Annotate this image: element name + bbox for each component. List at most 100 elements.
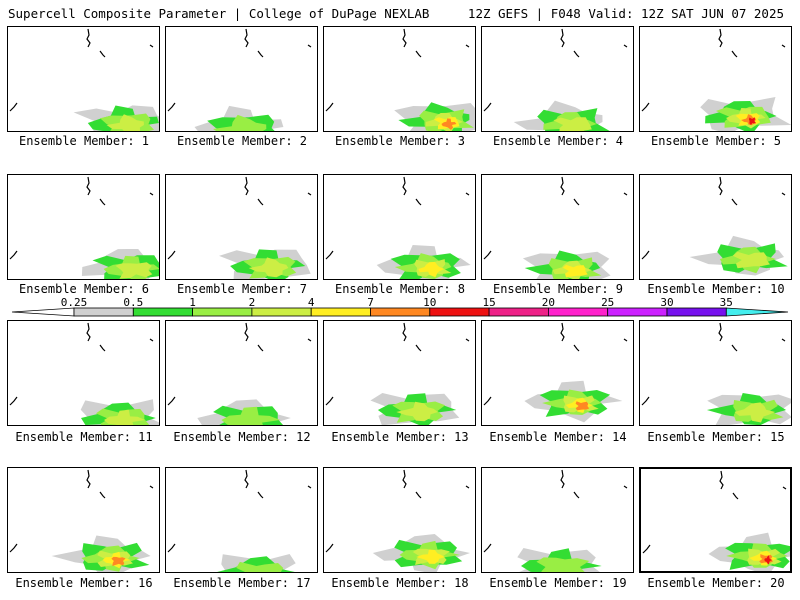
ensemble-caption-12: Ensemble Member: 12 — [173, 430, 311, 444]
coastline — [167, 28, 312, 112]
colorbar-label-11: 35 — [719, 296, 733, 309]
map-20 — [642, 470, 790, 571]
colorbar-segment-6 — [429, 307, 490, 317]
colorbar-label-4: 4 — [307, 296, 315, 309]
colorbar-segment-0 — [73, 307, 134, 317]
coastline — [9, 469, 154, 553]
contour-level-5 — [575, 401, 590, 411]
ensemble-caption-7: Ensemble Member: 7 — [176, 282, 308, 296]
ensemble-panel-5[interactable] — [639, 26, 792, 132]
contour-level-6 — [764, 555, 773, 565]
ensemble-panel-7[interactable] — [165, 174, 318, 280]
map-10 — [641, 176, 788, 276]
ensemble-caption-1: Ensemble Member: 1 — [18, 134, 150, 148]
contour-level-2 — [236, 561, 284, 572]
ensemble-panel-1[interactable] — [7, 26, 160, 132]
colorbar-label-1: 0.5 — [123, 296, 144, 309]
coastline — [167, 176, 312, 260]
coastline — [167, 322, 312, 406]
ensemble-panel-11[interactable] — [7, 320, 160, 426]
ensemble-panel-10[interactable] — [639, 174, 792, 280]
contour-level-3 — [104, 409, 146, 425]
ensemble-panel-9[interactable] — [481, 174, 634, 280]
contour-level-6 — [749, 117, 757, 125]
colorbar-segment-5 — [370, 307, 431, 317]
ensemble-caption-6: Ensemble Member: 6 — [18, 282, 150, 296]
contour-level-3 — [732, 251, 770, 269]
contour-level-3 — [553, 117, 592, 131]
contour-level-2 — [213, 114, 267, 131]
coastline — [325, 322, 470, 406]
map-16 — [9, 469, 154, 572]
ensemble-caption-14: Ensemble Member: 14 — [489, 430, 627, 444]
ensemble-caption-18: Ensemble Member: 18 — [331, 576, 469, 590]
ensemble-panel-19[interactable] — [481, 467, 634, 573]
ensemble-panel-17[interactable] — [165, 467, 318, 573]
ensemble-panel-16[interactable] — [7, 467, 160, 573]
map-14 — [483, 322, 628, 423]
ensemble-panel-8[interactable] — [323, 174, 476, 280]
ensemble-panel-14[interactable] — [481, 320, 634, 426]
ensemble-caption-8: Ensemble Member: 8 — [334, 282, 466, 296]
coastline — [167, 469, 312, 553]
contour-level-3 — [106, 114, 144, 131]
contour-level-3 — [115, 262, 153, 279]
ensemble-caption-9: Ensemble Member: 9 — [492, 282, 624, 296]
map-17 — [167, 469, 312, 572]
map-9 — [483, 176, 628, 279]
ensemble-panel-12[interactable] — [165, 320, 318, 426]
colorbar-label-6: 10 — [423, 296, 437, 309]
map-6 — [9, 176, 159, 279]
colorbar-label-10: 30 — [660, 296, 674, 309]
contour-level-5 — [111, 556, 126, 566]
map-12 — [167, 322, 312, 425]
ensemble-caption-5: Ensemble Member: 5 — [650, 134, 782, 148]
ensemble-panel-15[interactable] — [639, 320, 792, 426]
coastline — [641, 28, 786, 112]
ensemble-caption-16: Ensemble Member: 16 — [15, 576, 153, 590]
colorbar-segment-4 — [310, 307, 371, 317]
ensemble-caption-15: Ensemble Member: 15 — [647, 430, 785, 444]
contour-level-3 — [396, 401, 438, 422]
coastline — [325, 176, 470, 260]
contour-level-4 — [562, 264, 588, 278]
ensemble-panel-18[interactable] — [323, 467, 476, 573]
ensemble-panel-13[interactable] — [323, 320, 476, 426]
coastline — [641, 322, 786, 406]
colorbar-label-0: 0.25 — [60, 296, 88, 309]
coastline — [483, 322, 628, 406]
coastline — [642, 470, 787, 554]
ensemble-caption-3: Ensemble Member: 3 — [334, 134, 466, 148]
colorbar-min-arrow — [11, 307, 75, 317]
map-3 — [325, 28, 475, 131]
coastline — [325, 28, 470, 112]
ensemble-caption-11: Ensemble Member: 11 — [15, 430, 153, 444]
colorbar-segment-10 — [666, 307, 727, 317]
ensemble-panel-3[interactable] — [323, 26, 476, 132]
ensemble-panel-6[interactable] — [7, 174, 160, 280]
coastline — [9, 28, 154, 112]
ensemble-caption-2: Ensemble Member: 2 — [176, 134, 308, 148]
colorbar-segment-9 — [607, 307, 668, 317]
ensemble-caption-10: Ensemble Member: 10 — [647, 282, 785, 296]
coastline — [9, 322, 154, 406]
contour-level-2 — [221, 406, 281, 425]
map-8 — [325, 176, 471, 279]
coastline — [325, 469, 470, 553]
colorbar — [11, 307, 789, 317]
contour-level-3 — [248, 257, 289, 278]
colorbar-max-arrow — [725, 307, 789, 317]
map-2 — [167, 28, 312, 131]
map-7 — [167, 176, 312, 279]
coastline — [483, 176, 628, 260]
colorbar-segment-3 — [251, 307, 312, 317]
colorbar-label-2: 1 — [189, 296, 196, 309]
map-19 — [483, 469, 628, 572]
map-5 — [641, 28, 791, 131]
ensemble-panel-4[interactable] — [481, 26, 634, 132]
ensemble-panel-20[interactable] — [639, 467, 792, 573]
ensemble-panel-2[interactable] — [165, 26, 318, 132]
title-right: 12Z GEFS | F048 Valid: 12Z SAT JUN 07 20… — [467, 6, 784, 21]
ensemble-caption-20: Ensemble Member: 20 — [647, 576, 785, 590]
ensemble-caption-19: Ensemble Member: 19 — [489, 576, 627, 590]
